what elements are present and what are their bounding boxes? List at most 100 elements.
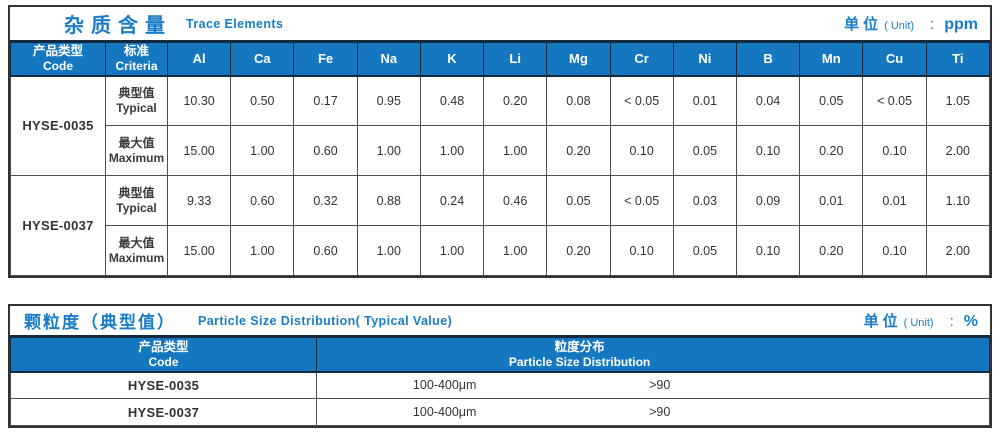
- value-cell: 0.20: [546, 125, 611, 176]
- value-cell: 0.01: [799, 175, 864, 226]
- criteria-cell: 典型值 Typical: [105, 175, 168, 226]
- value-cell: 0.46: [483, 175, 548, 226]
- col-header-element-b: B: [735, 42, 801, 77]
- value-cell: 1.10: [925, 175, 991, 226]
- trace-elements-title-en: Trace Elements: [186, 16, 284, 31]
- value-cell: 0.10: [735, 125, 801, 176]
- col-header-element-na: Na: [356, 42, 421, 77]
- table-row-hyse0035-maximum: 最大值 Maximum 15.00 1.00 0.60 1.00 1.00 1.…: [11, 125, 991, 176]
- value-cell: 15.00: [166, 225, 232, 276]
- col-header-element-ni: Ni: [672, 42, 737, 77]
- value-cell: 9.33: [166, 175, 232, 226]
- value-cell: 0.05: [672, 125, 737, 176]
- value-cell: 1.05: [925, 75, 991, 126]
- particle-size-title-cn: 颗粒度（典型值）: [24, 313, 176, 332]
- particle-size-title-en: Particle Size Distribution( Typical Valu…: [198, 313, 453, 328]
- distribution-cell: 100-400μm >90: [316, 398, 990, 426]
- unit-value: ppm: [944, 16, 978, 33]
- col-header-element-k: K: [419, 42, 485, 77]
- particle-size-table: 产品类型 Code 粒度分布 Particle Size Distributio…: [10, 337, 990, 426]
- value-cell: 0.05: [546, 175, 611, 226]
- value-cell: 0.04: [735, 75, 801, 126]
- value-cell: 1.00: [419, 225, 485, 276]
- product-code-cell: HYSE-0035: [10, 371, 317, 399]
- table-row-hyse0037-distribution: HYSE-0037 100-400μm >90: [10, 398, 990, 426]
- value-cell: 1.00: [356, 125, 421, 176]
- size-range: 100-400μm: [412, 405, 477, 419]
- unit-value: %: [963, 313, 978, 330]
- value-cell: 0.05: [799, 75, 864, 126]
- trace-elements-header-row: 产品类型 Code 标准 Criteria Al Ca Fe Na K Li M…: [10, 42, 991, 77]
- value-cell: 0.32: [293, 175, 358, 226]
- value-cell: 2.00: [925, 125, 991, 176]
- unit-indicator-ppm: 单位 ( Unit) : ppm: [844, 13, 990, 34]
- col-header-element-mn: Mn: [799, 42, 864, 77]
- value-cell: 0.48: [419, 75, 485, 126]
- col-header-element-cr: Cr: [609, 42, 674, 77]
- table-row-hyse0037-typical: HYSE-0037 典型值 Typical 9.33 0.60 0.32 0.8…: [10, 175, 991, 276]
- distribution-cell: 100-400μm >90: [316, 371, 990, 399]
- size-percentage: >90: [649, 405, 671, 419]
- value-cell: 1.00: [356, 225, 421, 276]
- unit-label-cn: 单位: [863, 313, 902, 330]
- value-cell: < 0.05: [609, 175, 674, 226]
- unit-colon: :: [930, 16, 935, 33]
- trace-elements-panel: 杂质含量 Trace Elements 单位 ( Unit) : ppm 产品类…: [8, 5, 992, 278]
- value-cell: < 0.05: [862, 75, 927, 126]
- criteria-cell: 最大值 Maximum: [105, 225, 168, 276]
- value-cell: 0.10: [609, 125, 674, 176]
- criteria-cell: 最大值 Maximum: [105, 125, 168, 176]
- particle-size-panel: 颗粒度（典型值） Particle Size Distribution( Typ…: [8, 304, 992, 428]
- value-cell: 0.88: [356, 175, 421, 226]
- value-cell: 1.00: [483, 225, 548, 276]
- col-header-element-li: Li: [483, 42, 548, 77]
- value-cell: 0.95: [356, 75, 421, 126]
- unit-indicator-percent: 单位 ( Unit) : %: [864, 310, 990, 331]
- product-code-cell: HYSE-0035: [10, 75, 106, 176]
- value-cell: 0.20: [799, 225, 864, 276]
- value-cell: 10.30: [166, 75, 232, 126]
- value-cell: 0.24: [419, 175, 485, 226]
- product-code-cell: HYSE-0037: [10, 175, 106, 276]
- value-cell: 0.03: [672, 175, 737, 226]
- particle-size-title-bar: 颗粒度（典型值） Particle Size Distribution( Typ…: [10, 306, 990, 337]
- col-header-criteria: 标准 Criteria: [105, 42, 168, 77]
- product-code-cell: HYSE-0037: [10, 398, 317, 426]
- col-header-code: 产品类型 Code: [10, 42, 106, 77]
- value-cell: 0.17: [293, 75, 358, 126]
- value-cell: 1.00: [419, 125, 485, 176]
- value-cell: 0.05: [672, 225, 737, 276]
- value-cell: 0.01: [672, 75, 737, 126]
- table-row-hyse0037-maximum: 最大值 Maximum 15.00 1.00 0.60 1.00 1.00 1.…: [11, 225, 991, 276]
- trace-elements-title-bar: 杂质含量 Trace Elements 单位 ( Unit) : ppm: [10, 7, 990, 42]
- trace-elements-title-cn: 杂质含量: [64, 15, 172, 37]
- unit-colon: :: [949, 313, 954, 330]
- col-header-code: 产品类型 Code: [10, 337, 317, 373]
- value-cell: 0.60: [293, 125, 358, 176]
- value-cell: 0.10: [609, 225, 674, 276]
- unit-label-cn: 单位: [844, 16, 883, 33]
- value-cell: 0.10: [735, 225, 801, 276]
- size-percentage: >90: [649, 378, 671, 393]
- col-header-element-fe: Fe: [293, 42, 358, 77]
- value-cell: 0.20: [799, 125, 864, 176]
- col-header-element-mg: Mg: [546, 42, 611, 77]
- table-row-hyse0035-distribution: HYSE-0035 100-400μm >90: [10, 371, 990, 399]
- value-cell: 0.60: [293, 225, 358, 276]
- value-cell: 0.50: [230, 75, 295, 126]
- value-cell: < 0.05: [609, 75, 674, 126]
- col-header-distribution: 粒度分布 Particle Size Distribution: [316, 337, 990, 373]
- value-cell: 0.08: [546, 75, 611, 126]
- size-range: 100-400μm: [412, 378, 477, 393]
- unit-label-en: ( Unit): [903, 317, 934, 329]
- value-cell: 1.00: [483, 125, 548, 176]
- trace-elements-table: 产品类型 Code 标准 Criteria Al Ca Fe Na K Li M…: [10, 42, 991, 276]
- particle-size-header-row: 产品类型 Code 粒度分布 Particle Size Distributio…: [10, 337, 990, 373]
- value-cell: 0.10: [862, 125, 927, 176]
- value-cell: 1.00: [230, 225, 295, 276]
- unit-label-en: ( Unit): [884, 20, 915, 32]
- value-cell: 0.60: [230, 175, 295, 226]
- col-header-element-ca: Ca: [230, 42, 295, 77]
- table-row-hyse0035-typical: HYSE-0035 典型值 Typical 10.30 0.50 0.17 0.…: [10, 75, 991, 176]
- value-cell: 0.20: [483, 75, 548, 126]
